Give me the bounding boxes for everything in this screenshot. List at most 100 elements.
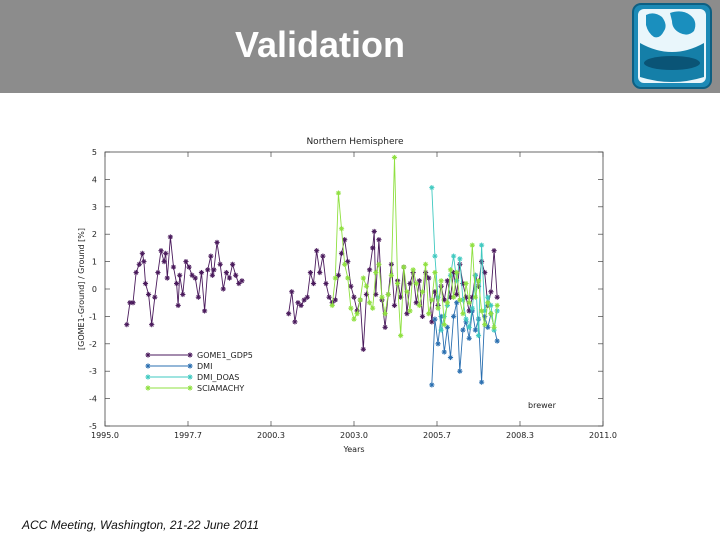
slide-header: Validation (0, 0, 720, 93)
x-tick-label: 1995.0 (91, 431, 119, 440)
series-line (288, 231, 498, 350)
x-ticks: 1995.0 1997.7 2000.3 2003.0 2005.7 2008.3 2011… (91, 152, 617, 440)
data-point (419, 313, 426, 319)
data-point (329, 302, 335, 309)
legend-label: GOME1_GDP5 (197, 351, 253, 360)
data-point (124, 322, 130, 328)
data-point (488, 311, 494, 317)
data-point (435, 341, 441, 347)
data-point (494, 338, 500, 344)
data-point (460, 327, 466, 333)
y-tick-label: 3 (92, 203, 97, 212)
data-point (494, 302, 500, 309)
data-point (438, 278, 444, 284)
data-point (485, 294, 491, 300)
data-point (494, 294, 500, 300)
data-point (149, 322, 155, 328)
data-point (187, 363, 193, 369)
y-ticks: 5 4 3 2 1 0 -1 -2 -3 -4 -5 (89, 148, 603, 431)
data-point (376, 261, 382, 267)
data-point (158, 248, 164, 254)
data-point (475, 316, 482, 322)
data-point (161, 259, 167, 265)
data-point (183, 259, 189, 265)
data-point (360, 275, 366, 281)
data-point (419, 289, 426, 295)
legend-item: GOME1_GDP5 (145, 351, 253, 360)
data-point (432, 253, 438, 259)
data-point (388, 272, 394, 278)
data-point (214, 239, 220, 246)
data-point (429, 297, 435, 303)
slide-title: Validation (234, 24, 406, 65)
data-point (226, 275, 233, 281)
data-point (298, 302, 304, 309)
legend-item: DMI (145, 362, 212, 371)
data-point (371, 228, 377, 235)
y-tick-label: 0 (92, 285, 97, 294)
legend-label: SCIAMACHY (197, 384, 244, 393)
chart-title: Northern Hemisphere (306, 137, 404, 147)
data-point (320, 253, 326, 259)
y-axis-label: [GOME1-Ground] / Ground [%] (77, 228, 86, 350)
data-point (494, 308, 500, 314)
data-point (145, 363, 151, 369)
y-tick-label: -5 (89, 422, 97, 431)
legend-item: DMI_DOAS (145, 373, 239, 382)
data-point (192, 275, 198, 281)
data-point (220, 286, 226, 292)
data-point (363, 283, 370, 289)
data-point (404, 311, 410, 317)
data-point (429, 382, 435, 388)
data-point (379, 294, 385, 300)
data-point (435, 305, 441, 311)
data-point (391, 302, 398, 309)
data-point (145, 291, 152, 298)
globe-logo-icon (632, 3, 712, 89)
y-tick-label: -3 (89, 367, 97, 376)
data-point (292, 319, 298, 325)
data-point (139, 250, 145, 256)
data-point (152, 294, 158, 300)
data-point (460, 311, 466, 317)
data-point (491, 324, 497, 330)
data-point (426, 311, 432, 317)
data-point (239, 278, 245, 284)
data-point (432, 316, 438, 322)
x-tick-label: 2000.3 (257, 431, 285, 440)
data-point (348, 305, 354, 311)
x-axis-label: Years (342, 445, 364, 454)
data-point (187, 352, 193, 358)
data-point (175, 302, 181, 309)
series-sciamachy (329, 154, 500, 339)
data-point (447, 354, 454, 361)
data-point (304, 294, 310, 300)
data-point (451, 313, 457, 319)
data-point (432, 269, 438, 276)
data-point (163, 250, 169, 256)
data-point (485, 300, 491, 306)
data-point (469, 305, 475, 311)
data-point (422, 261, 429, 267)
series-line (126, 236, 243, 325)
data-point (170, 264, 177, 270)
data-point (479, 259, 485, 265)
data-point (351, 294, 357, 300)
data-point (429, 185, 435, 191)
data-point (475, 278, 482, 284)
data-point (482, 322, 488, 328)
data-point (426, 275, 432, 281)
data-point (357, 297, 363, 303)
data-point (457, 368, 463, 374)
data-point (307, 269, 314, 276)
data-point (466, 324, 472, 330)
data-point (376, 237, 382, 243)
data-point (441, 349, 447, 355)
legend-label: DMI_DOAS (197, 373, 239, 382)
data-point (447, 267, 454, 273)
data-point (488, 289, 494, 295)
data-point (155, 269, 161, 276)
data-point (441, 322, 447, 328)
data-point (457, 297, 463, 303)
data-point (335, 272, 342, 278)
